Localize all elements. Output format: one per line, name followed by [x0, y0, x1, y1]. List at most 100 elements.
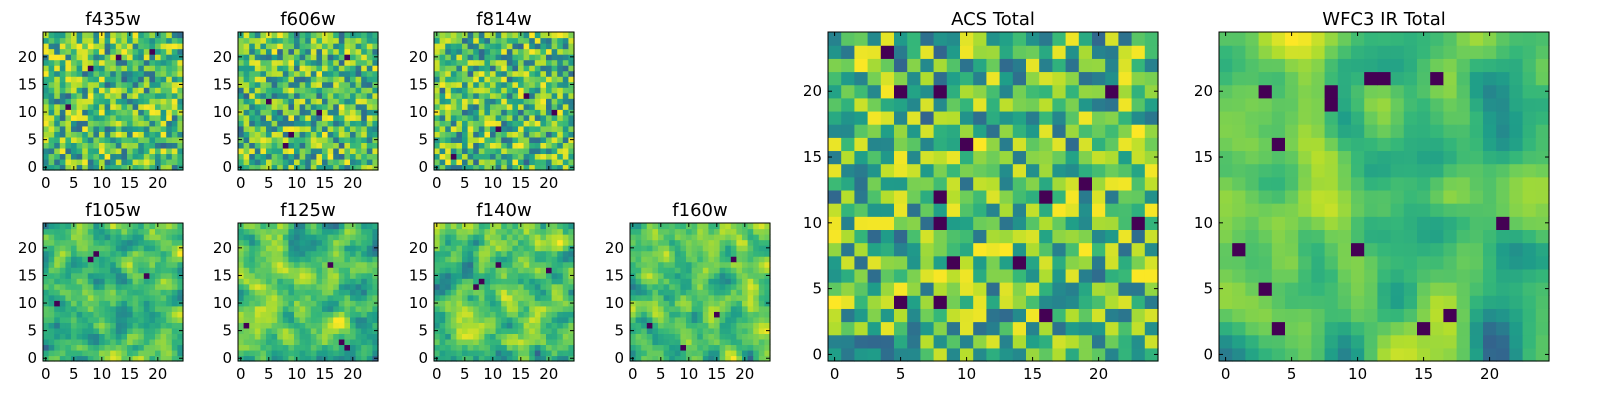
heatmap-cell [361, 109, 368, 116]
heatmap-cell [310, 153, 317, 160]
panel-title: f814w [476, 9, 531, 30]
heatmap-cell [260, 87, 267, 94]
heatmap-cell [450, 54, 457, 61]
heatmap-cell [271, 164, 278, 171]
heatmap-cell [562, 65, 569, 72]
heatmap-cell [691, 250, 698, 257]
heatmap-cell [249, 283, 256, 290]
heatmap-cell [445, 283, 452, 290]
heatmap-cell [867, 229, 882, 244]
heatmap-cell [366, 125, 373, 132]
heatmap-cell [171, 256, 178, 263]
heatmap-cell [534, 32, 541, 39]
heatmap-cell [361, 322, 368, 329]
heatmap-cell [372, 261, 379, 268]
heatmap-cell [43, 131, 50, 138]
heatmap-cell [171, 32, 178, 39]
heatmap-cell [110, 272, 117, 279]
heatmap-cell [59, 87, 66, 94]
heatmap-cell [333, 316, 340, 323]
heatmap-cell [344, 256, 351, 263]
heatmap-cell [87, 65, 94, 72]
heatmap-cell [177, 228, 184, 235]
heatmap-cell [344, 103, 351, 110]
heatmap-cell [115, 98, 122, 105]
heatmap-cell [87, 81, 94, 88]
heatmap-cell [646, 256, 653, 263]
heatmap-cell [1105, 255, 1119, 270]
heatmap-cell [355, 98, 362, 105]
heatmap-cell [160, 164, 167, 171]
heatmap-cell [338, 54, 345, 61]
heatmap-cell [708, 322, 715, 329]
heatmap-cell [708, 223, 715, 230]
heatmap-cell [243, 164, 250, 171]
heatmap-cell [467, 142, 474, 149]
heatmap-cell [551, 289, 558, 296]
heatmap-cell [669, 300, 676, 307]
heatmap-cell [546, 333, 553, 340]
heatmap-cell [1026, 321, 1040, 336]
heatmap-cell [635, 239, 642, 246]
heatmap-cell [534, 37, 541, 44]
heatmap-cell [490, 338, 497, 346]
heatmap-cell [501, 59, 508, 66]
heatmap-cell [366, 32, 373, 39]
heatmap-cell [652, 322, 659, 329]
heatmap-cell [1118, 229, 1133, 244]
heatmap-cell [260, 239, 267, 246]
heatmap-cell [43, 289, 50, 296]
heatmap-cell [93, 289, 100, 296]
heatmap-cell [568, 48, 575, 55]
heatmap-cell [294, 142, 301, 149]
heatmap-cell [557, 289, 564, 296]
heatmap-cell [266, 256, 273, 263]
heatmap-cell [473, 355, 480, 362]
heatmap-cell [132, 114, 139, 121]
heatmap-cell [546, 344, 553, 351]
heatmap-cell [568, 65, 575, 72]
heatmap-cell [93, 250, 100, 257]
heatmap-cell [288, 338, 295, 346]
heatmap-cell [529, 294, 536, 301]
heatmap-cell [669, 316, 676, 323]
heatmap-cell [76, 256, 83, 263]
heatmap-cell [305, 147, 312, 155]
heatmap-cell [456, 305, 463, 312]
heatmap-cell [87, 305, 94, 312]
heatmap-cell [127, 98, 134, 105]
heatmap-cell [59, 158, 66, 166]
heatmap-cell [143, 272, 150, 279]
heatmap-cell [350, 283, 357, 290]
heatmap-cell [434, 37, 441, 44]
y-tick-label: 15 [213, 75, 232, 93]
heatmap-cell [501, 103, 508, 110]
heatmap-cell [484, 147, 491, 155]
heatmap-cell [127, 109, 134, 116]
heatmap-cell [138, 87, 145, 94]
heatmap-cell [484, 32, 491, 39]
heatmap-cell [540, 147, 547, 155]
heatmap-cell [115, 316, 122, 323]
heatmap-cell [299, 37, 306, 44]
heatmap-cell [747, 311, 754, 318]
heatmap-cell [529, 120, 536, 127]
heatmap-cell [59, 322, 66, 329]
heatmap-cell [104, 261, 111, 268]
heatmap-cell [155, 136, 162, 143]
heatmap-cell [305, 250, 312, 257]
heatmap-cell [99, 153, 106, 160]
heatmap-cell [753, 305, 760, 312]
heatmap-cell [310, 289, 317, 296]
heatmap-cell [310, 272, 317, 279]
heatmap-cell [641, 261, 648, 268]
heatmap-cell [266, 316, 273, 323]
heatmap-cell [160, 103, 167, 110]
heatmap-cell [450, 48, 457, 55]
heatmap-cell [708, 289, 715, 296]
heatmap-cell [680, 223, 687, 230]
heatmap-cell [104, 32, 111, 39]
heatmap-cell [266, 272, 273, 279]
heatmap-cell [355, 81, 362, 88]
